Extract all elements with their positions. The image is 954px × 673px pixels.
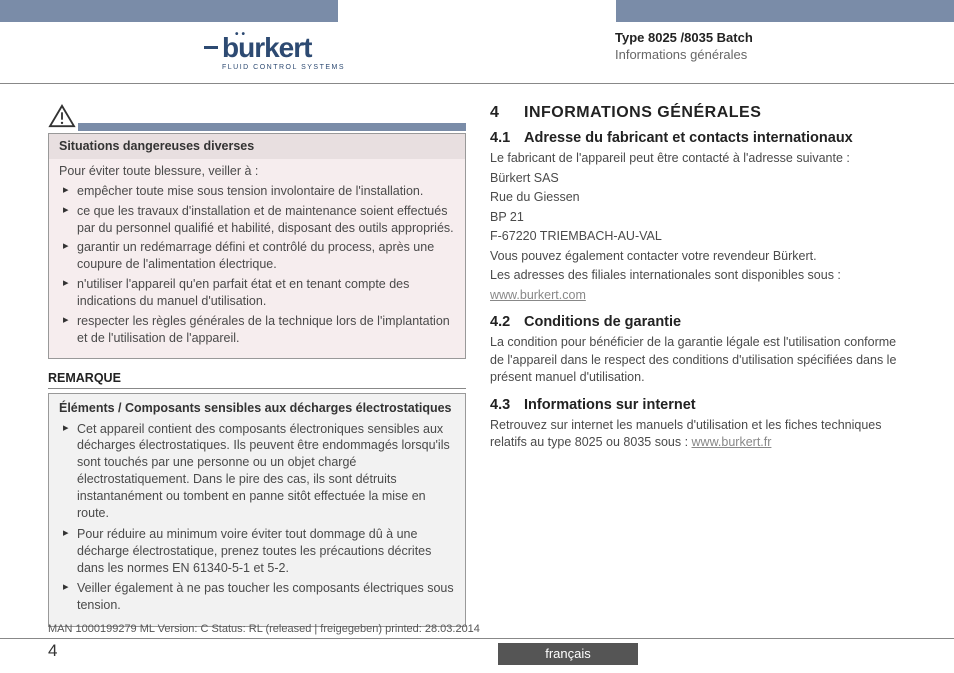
note-list: Cet appareil contient des composants éle… [59, 421, 455, 615]
burkert-fr-link[interactable]: www.burkert.fr [692, 435, 772, 449]
brand-logo: b••urkert FLUID CONTROL SYSTEMS [222, 32, 345, 71]
left-column: Situations dangereuses diverses Pour évi… [48, 104, 466, 627]
s41-addr1: Bürkert SAS [490, 170, 908, 188]
s41-intro: Le fabricant de l'appareil peut être con… [490, 150, 908, 168]
subsection-title: Conditions de garantie [524, 314, 908, 330]
header-accent-left [0, 0, 338, 22]
section-4-heading: 4INFORMATIONS GÉNÉRALES [490, 104, 908, 122]
logo-wordmark: b••urkert [222, 32, 345, 64]
note-box: Éléments / Composants sensibles aux déch… [48, 393, 466, 628]
page-number: 4 [48, 641, 57, 661]
section-title: INFORMATIONS GÉNÉRALES [524, 104, 761, 121]
section-4-3-heading: 4.3 Informations sur internet [490, 397, 908, 413]
s43-text: Retrouvez sur internet les manuels d'uti… [490, 418, 881, 450]
doc-type: Type 8025 /8035 Batch [615, 30, 753, 45]
note-item: Pour réduire au minimum voire éviter tou… [63, 526, 455, 577]
s41-addr2: Rue du Giessen [490, 189, 908, 207]
language-tab: français [498, 643, 638, 665]
s41-line5: Vous pouvez également contacter votre re… [490, 248, 908, 266]
doc-title-block: Type 8025 /8035 Batch Informations génér… [615, 30, 753, 62]
subsection-title: Adresse du fabricant et contacts interna… [524, 130, 908, 146]
section-4-1-heading: 4.1 Adresse du fabricant et contacts int… [490, 130, 908, 146]
warning-title: Situations dangereuses diverses [49, 134, 465, 159]
warning-intro: Pour éviter toute blessure, veiller à : [59, 163, 455, 180]
right-column: 4INFORMATIONS GÉNÉRALES 4.1 Adresse du f… [490, 104, 908, 454]
warning-item: n'utiliser l'appareil qu'en parfait état… [63, 276, 455, 310]
note-item: Veiller également à ne pas toucher les c… [63, 580, 455, 614]
doc-section: Informations générales [615, 47, 753, 62]
warning-item: respecter les règles générales de la tec… [63, 313, 455, 347]
note-item: Cet appareil contient des composants éle… [63, 421, 455, 522]
logo-tagline: FLUID CONTROL SYSTEMS [222, 64, 345, 71]
note-label: REMARQUE [48, 371, 466, 389]
s42-body: La condition pour bénéficier de la garan… [490, 334, 908, 387]
subsection-title: Informations sur internet [524, 397, 908, 413]
page-header: b••urkert FLUID CONTROL SYSTEMS Type 802… [0, 22, 954, 84]
note-title: Éléments / Composants sensibles aux déch… [59, 400, 455, 417]
warning-icon [48, 104, 76, 128]
warning-header-bar [78, 123, 466, 131]
footer-meta: MAN 1000199279 ML Version: C Status: RL … [48, 623, 480, 635]
warning-box: Situations dangereuses diverses Pour évi… [48, 133, 466, 359]
subsection-num: 4.2 [490, 314, 524, 330]
warning-item: ce que les travaux d'installation et de … [63, 203, 455, 237]
s41-line6: Les adresses des filiales internationale… [490, 267, 908, 285]
s43-body: Retrouvez sur internet les manuels d'uti… [490, 417, 908, 452]
header-accent-right [616, 0, 954, 22]
warning-item: garantir un redémarrage défini et contrô… [63, 239, 455, 273]
warning-list: empêcher toute mise sous tension involon… [59, 183, 455, 347]
warning-item: empêcher toute mise sous tension involon… [63, 183, 455, 200]
burkert-com-link[interactable]: www.burkert.com [490, 288, 586, 302]
subsection-num: 4.3 [490, 397, 524, 413]
section-num: 4 [490, 104, 524, 122]
s41-addr4: F-67220 TRIEMBACH-AU-VAL [490, 228, 908, 246]
s41-addr3: BP 21 [490, 209, 908, 227]
section-4-2-heading: 4.2 Conditions de garantie [490, 314, 908, 330]
subsection-num: 4.1 [490, 130, 524, 146]
footer-divider [0, 638, 954, 639]
